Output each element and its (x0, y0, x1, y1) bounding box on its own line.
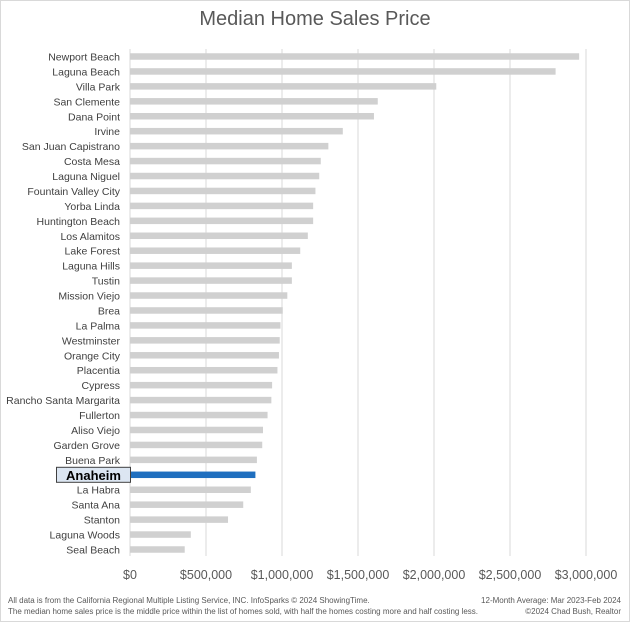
category-label: Irvine (94, 126, 120, 138)
category-label: Brea (98, 305, 120, 317)
category-label: Laguna Hills (62, 261, 120, 273)
bar (130, 501, 244, 508)
category-label: Orange City (64, 350, 121, 362)
bar (130, 396, 272, 404)
category-label: Yorba Linda (64, 201, 120, 213)
category-label: Cypress (81, 380, 120, 392)
bar (130, 381, 273, 389)
category-label: Anaheim (66, 468, 121, 483)
bar (130, 546, 185, 553)
bar (130, 322, 281, 329)
category-label: Mission Viejo (58, 291, 120, 303)
category-label: Newport Beach (48, 52, 120, 64)
category-label: Fountain Valley City (27, 186, 120, 198)
footer-credit: ©2024 Chad Bush, Realtor (525, 607, 621, 616)
bar (130, 98, 378, 105)
category-label: Los Alamitos (60, 231, 120, 243)
bar (130, 68, 556, 75)
category-label: Seal Beach (66, 545, 120, 557)
category-label: Costa Mesa (64, 156, 120, 168)
category-label: Rancho Santa Margarita (6, 395, 120, 407)
bar (130, 337, 280, 344)
category-label: Fullerton (79, 410, 120, 422)
x-tick-label: $3,000,000 (555, 568, 618, 582)
category-label: Laguna Niguel (52, 171, 120, 183)
bar (130, 202, 314, 210)
bar (130, 486, 251, 493)
category-label: Buena Park (65, 455, 121, 467)
x-tick-label: $0 (123, 568, 137, 582)
footer-period: 12-Month Average: Mar 2023-Feb 2024 (481, 596, 621, 605)
bar (130, 426, 263, 434)
bar (130, 187, 316, 195)
category-label: Aliso Viejo (71, 425, 120, 437)
category-label: Tustin (92, 276, 120, 288)
category-label: Stanton (84, 515, 120, 527)
category-label: Garden Grove (53, 440, 120, 452)
bar (130, 307, 283, 314)
category-label: San Clemente (53, 96, 120, 108)
bar (130, 516, 229, 523)
x-tick-label: $2,000,000 (403, 568, 466, 582)
x-tick-label: $1,000,000 (251, 568, 314, 582)
category-label: La Habra (77, 485, 120, 497)
bar (130, 142, 329, 150)
bar (130, 113, 374, 120)
bar (130, 471, 256, 479)
category-label: Lake Forest (65, 246, 121, 258)
bar (130, 411, 268, 419)
category-label: Placentia (77, 365, 120, 377)
chart-title: Median Home Sales Price (199, 8, 431, 30)
bar (130, 366, 278, 374)
x-tick-label: $1,500,000 (327, 568, 390, 582)
category-label: Laguna Woods (50, 530, 120, 542)
bar (130, 83, 437, 90)
x-tick-label: $500,000 (180, 568, 232, 582)
category-label: Laguna Beach (52, 66, 120, 78)
bar (130, 127, 343, 135)
category-label: Dana Point (68, 111, 120, 123)
bar (130, 232, 308, 240)
x-tick-label: $2,500,000 (479, 568, 542, 582)
category-label: La Palma (76, 320, 121, 332)
bar (130, 262, 292, 269)
category-label: Westminster (62, 335, 121, 347)
footer-note: The median home sales price is the middl… (8, 607, 479, 616)
category-label: Santa Ana (72, 500, 121, 512)
bar (130, 441, 263, 449)
bar (130, 247, 301, 254)
bar (130, 277, 292, 284)
bar (130, 172, 320, 180)
highlight-label-box (56, 466, 131, 483)
footer-source: All data is from the California Regional… (8, 596, 370, 605)
bar (130, 292, 288, 299)
bar (130, 53, 580, 60)
bar (130, 456, 257, 464)
bar (130, 217, 314, 225)
bar (130, 157, 321, 165)
category-label: San Juan Capistrano (22, 141, 120, 153)
category-label: Villa Park (76, 81, 121, 93)
bar (130, 531, 191, 538)
category-label: Huntington Beach (37, 216, 121, 228)
bar (130, 352, 279, 359)
